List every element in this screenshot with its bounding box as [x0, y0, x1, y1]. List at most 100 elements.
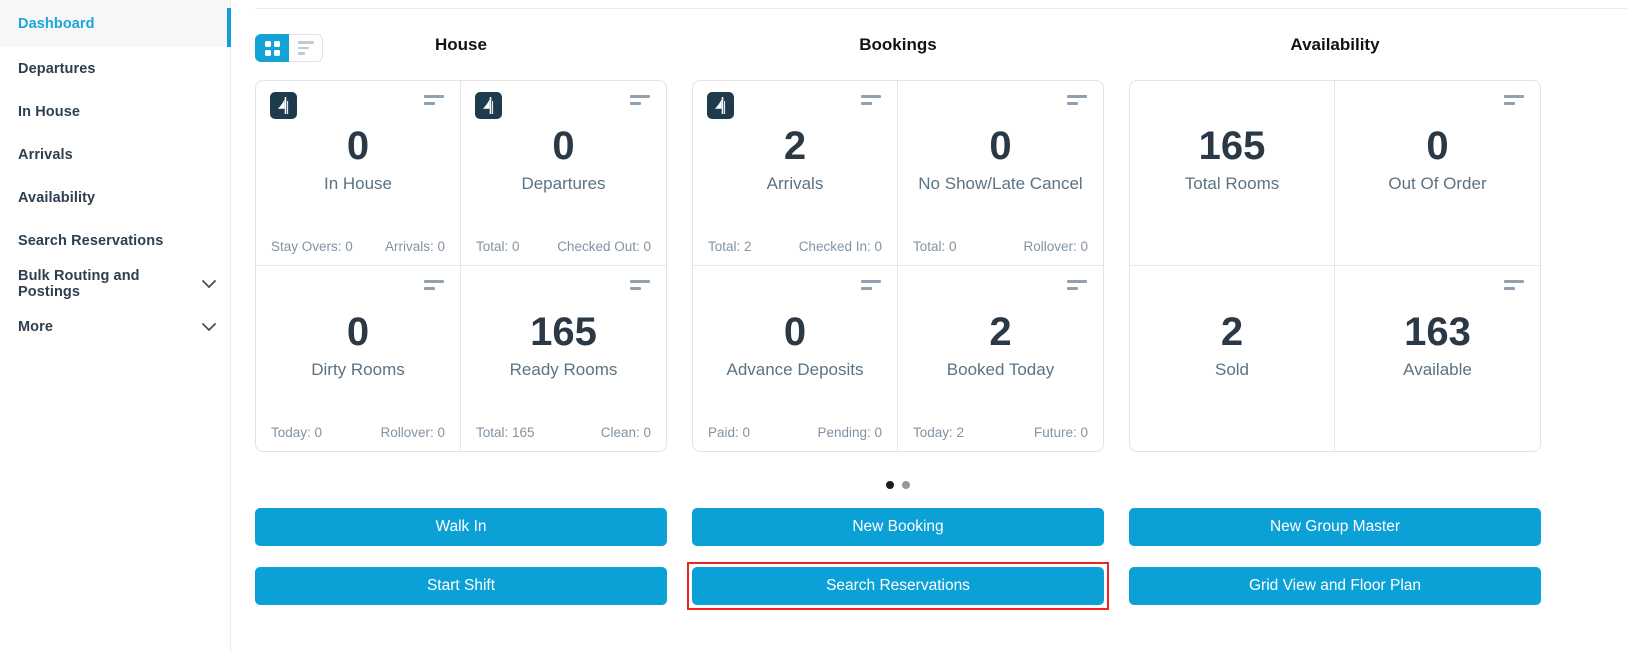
- stat-footer-left: Total: 165: [476, 425, 535, 440]
- sidebar-item-bulk-routing-postings[interactable]: Bulk Routing and Postings: [0, 262, 230, 305]
- stat-footer-left: Paid: 0: [708, 425, 751, 440]
- card-shortcut-icon[interactable]: [1504, 280, 1524, 290]
- grid-view-floor-plan-button[interactable]: Grid View and Floor Plan: [1129, 567, 1541, 605]
- pagination-dot-active[interactable]: [886, 481, 894, 489]
- dashboard-main: House Bookings Availability 0 In House: [231, 0, 1627, 653]
- stat-card-available[interactable]: 163 Available: [1335, 266, 1540, 451]
- stat-footer-right: Rollover: 0: [1023, 239, 1088, 254]
- stat-card-dirty-rooms[interactable]: 0 Dirty Rooms Today: 0 Rollover: 0: [256, 266, 461, 451]
- card-shortcut-icon[interactable]: [1067, 95, 1087, 105]
- stat-label: Booked Today: [946, 359, 1055, 379]
- availability-panel: 165 Total Rooms 0 Out Of Order 2 Sold: [1129, 80, 1541, 452]
- new-booking-button[interactable]: New Booking: [692, 508, 1104, 546]
- sidebar-item-departures[interactable]: Departures: [0, 47, 230, 90]
- stat-value: 0: [989, 124, 1012, 168]
- section-header-row: House Bookings Availability: [255, 9, 1541, 80]
- reservation-flag-icon: [270, 92, 297, 119]
- stat-value: 0: [1426, 124, 1449, 168]
- chevron-down-icon: [202, 279, 216, 288]
- reservation-flag-icon: [707, 92, 734, 119]
- stat-card-total-rooms[interactable]: 165 Total Rooms: [1130, 81, 1335, 266]
- stat-label: Arrivals: [766, 174, 824, 193]
- walk-in-button[interactable]: Walk In: [255, 508, 667, 546]
- section-title-house: House: [435, 34, 487, 54]
- stat-value: 2: [783, 124, 807, 168]
- sidebar-item-label: Arrivals: [18, 146, 73, 163]
- card-shortcut-icon[interactable]: [861, 95, 881, 105]
- stat-card-out-of-order[interactable]: 0 Out Of Order: [1335, 81, 1540, 266]
- stat-label: Departures: [521, 174, 606, 193]
- sidebar-item-label: Bulk Routing and Postings: [18, 267, 140, 300]
- reservation-flag-icon: [475, 92, 502, 119]
- stat-value: 0: [783, 309, 807, 354]
- start-shift-button[interactable]: Start Shift: [255, 567, 667, 605]
- card-shortcut-icon[interactable]: [424, 280, 444, 290]
- stat-value: 163: [1404, 309, 1471, 354]
- sidebar-item-availability[interactable]: Availability: [0, 176, 230, 219]
- view-toggle: [255, 34, 323, 62]
- stat-label: Total Rooms: [1184, 174, 1280, 193]
- stat-card-sold[interactable]: 2 Sold: [1130, 266, 1335, 451]
- stat-value: 0: [346, 309, 370, 354]
- stat-card-advance-deposits[interactable]: 0 Advance Deposits Paid: 0 Pending: 0: [693, 266, 898, 451]
- card-shortcut-icon[interactable]: [1504, 95, 1524, 105]
- sidebar: Dashboard Departures In House Arrivals A…: [0, 0, 231, 653]
- new-group-master-button[interactable]: New Group Master: [1129, 508, 1541, 546]
- card-shortcut-icon[interactable]: [1067, 280, 1087, 290]
- section-title-bookings: Bookings: [859, 34, 937, 54]
- stat-card-booked-today[interactable]: 2 Booked Today Today: 2 Future: 0: [898, 266, 1103, 451]
- stat-label: Dirty Rooms: [311, 359, 405, 379]
- bookings-panel: 2 Arrivals Total: 2 Checked In: 0 0 No S…: [692, 80, 1104, 452]
- stat-card-no-show-late-cancel[interactable]: 0 No Show/Late Cancel Total: 0 Rollover:…: [898, 81, 1103, 266]
- sidebar-item-label: In House: [18, 103, 81, 120]
- stat-footer-right: Future: 0: [1033, 425, 1088, 440]
- stat-value: 0: [552, 124, 575, 168]
- stat-footer-left: Total: 2: [708, 239, 752, 254]
- list-view-button[interactable]: [289, 34, 323, 62]
- stat-value: 165: [530, 309, 597, 354]
- stat-footer-left: Today: 0: [271, 425, 323, 440]
- stat-label: Out Of Order: [1388, 174, 1487, 193]
- sidebar-item-label: Dashboard: [18, 15, 95, 32]
- stat-card-ready-rooms[interactable]: 165 Ready Rooms Total: 165 Clean: 0: [461, 266, 666, 451]
- action-buttons: Walk In New Booking New Group Master Sta…: [255, 508, 1541, 610]
- section-title-availability: Availability: [1290, 34, 1380, 54]
- stat-label: Sold: [1214, 359, 1250, 379]
- stat-card-departures[interactable]: 0 Departures Total: 0 Checked Out: 0: [461, 81, 666, 266]
- grid-view-button[interactable]: [255, 34, 289, 62]
- stat-label: Ready Rooms: [509, 359, 618, 379]
- sidebar-item-arrivals[interactable]: Arrivals: [0, 133, 230, 176]
- stat-label: No Show/Late Cancel: [918, 174, 1083, 193]
- pagination: [255, 481, 1541, 489]
- stat-footer-left: Total: 0: [913, 239, 957, 254]
- stat-label: Available: [1403, 359, 1472, 379]
- stat-footer-right: Arrivals: 0: [384, 239, 445, 254]
- card-shortcut-icon[interactable]: [424, 95, 444, 105]
- pagination-dot[interactable]: [902, 481, 910, 489]
- sidebar-item-label: Departures: [18, 60, 96, 77]
- stat-footer-left: Total: 0: [476, 239, 520, 254]
- stat-footer-right: Checked In: 0: [798, 239, 882, 254]
- stat-footer-right: Clean: 0: [600, 425, 651, 440]
- stat-footer-left: Stay Overs: 0: [271, 239, 353, 254]
- sidebar-item-in-house[interactable]: In House: [0, 90, 230, 133]
- house-panel: 0 In House Stay Overs: 0 Arrivals: 0 0: [255, 80, 667, 452]
- sidebar-item-more[interactable]: More: [0, 305, 230, 348]
- search-reservations-button[interactable]: Search Reservations: [692, 567, 1104, 605]
- sidebar-item-label: More: [18, 318, 54, 335]
- card-shortcut-icon[interactable]: [630, 280, 650, 290]
- stat-footer-right: Checked Out: 0: [557, 239, 651, 254]
- stat-card-arrivals[interactable]: 2 Arrivals Total: 2 Checked In: 0: [693, 81, 898, 266]
- stat-card-in-house[interactable]: 0 In House Stay Overs: 0 Arrivals: 0: [256, 81, 461, 266]
- top-divider: [255, 8, 1627, 9]
- sidebar-item-label: Search Reservations: [18, 232, 164, 249]
- card-shortcut-icon[interactable]: [861, 280, 881, 290]
- stat-value: 2: [989, 309, 1012, 354]
- sidebar-item-search-reservations[interactable]: Search Reservations: [0, 219, 230, 262]
- panels-row: 0 In House Stay Overs: 0 Arrivals: 0 0: [255, 80, 1541, 452]
- card-shortcut-icon[interactable]: [630, 95, 650, 105]
- sidebar-item-dashboard[interactable]: Dashboard: [0, 0, 231, 47]
- grid-icon: [264, 40, 280, 56]
- stat-value: 165: [1198, 124, 1266, 168]
